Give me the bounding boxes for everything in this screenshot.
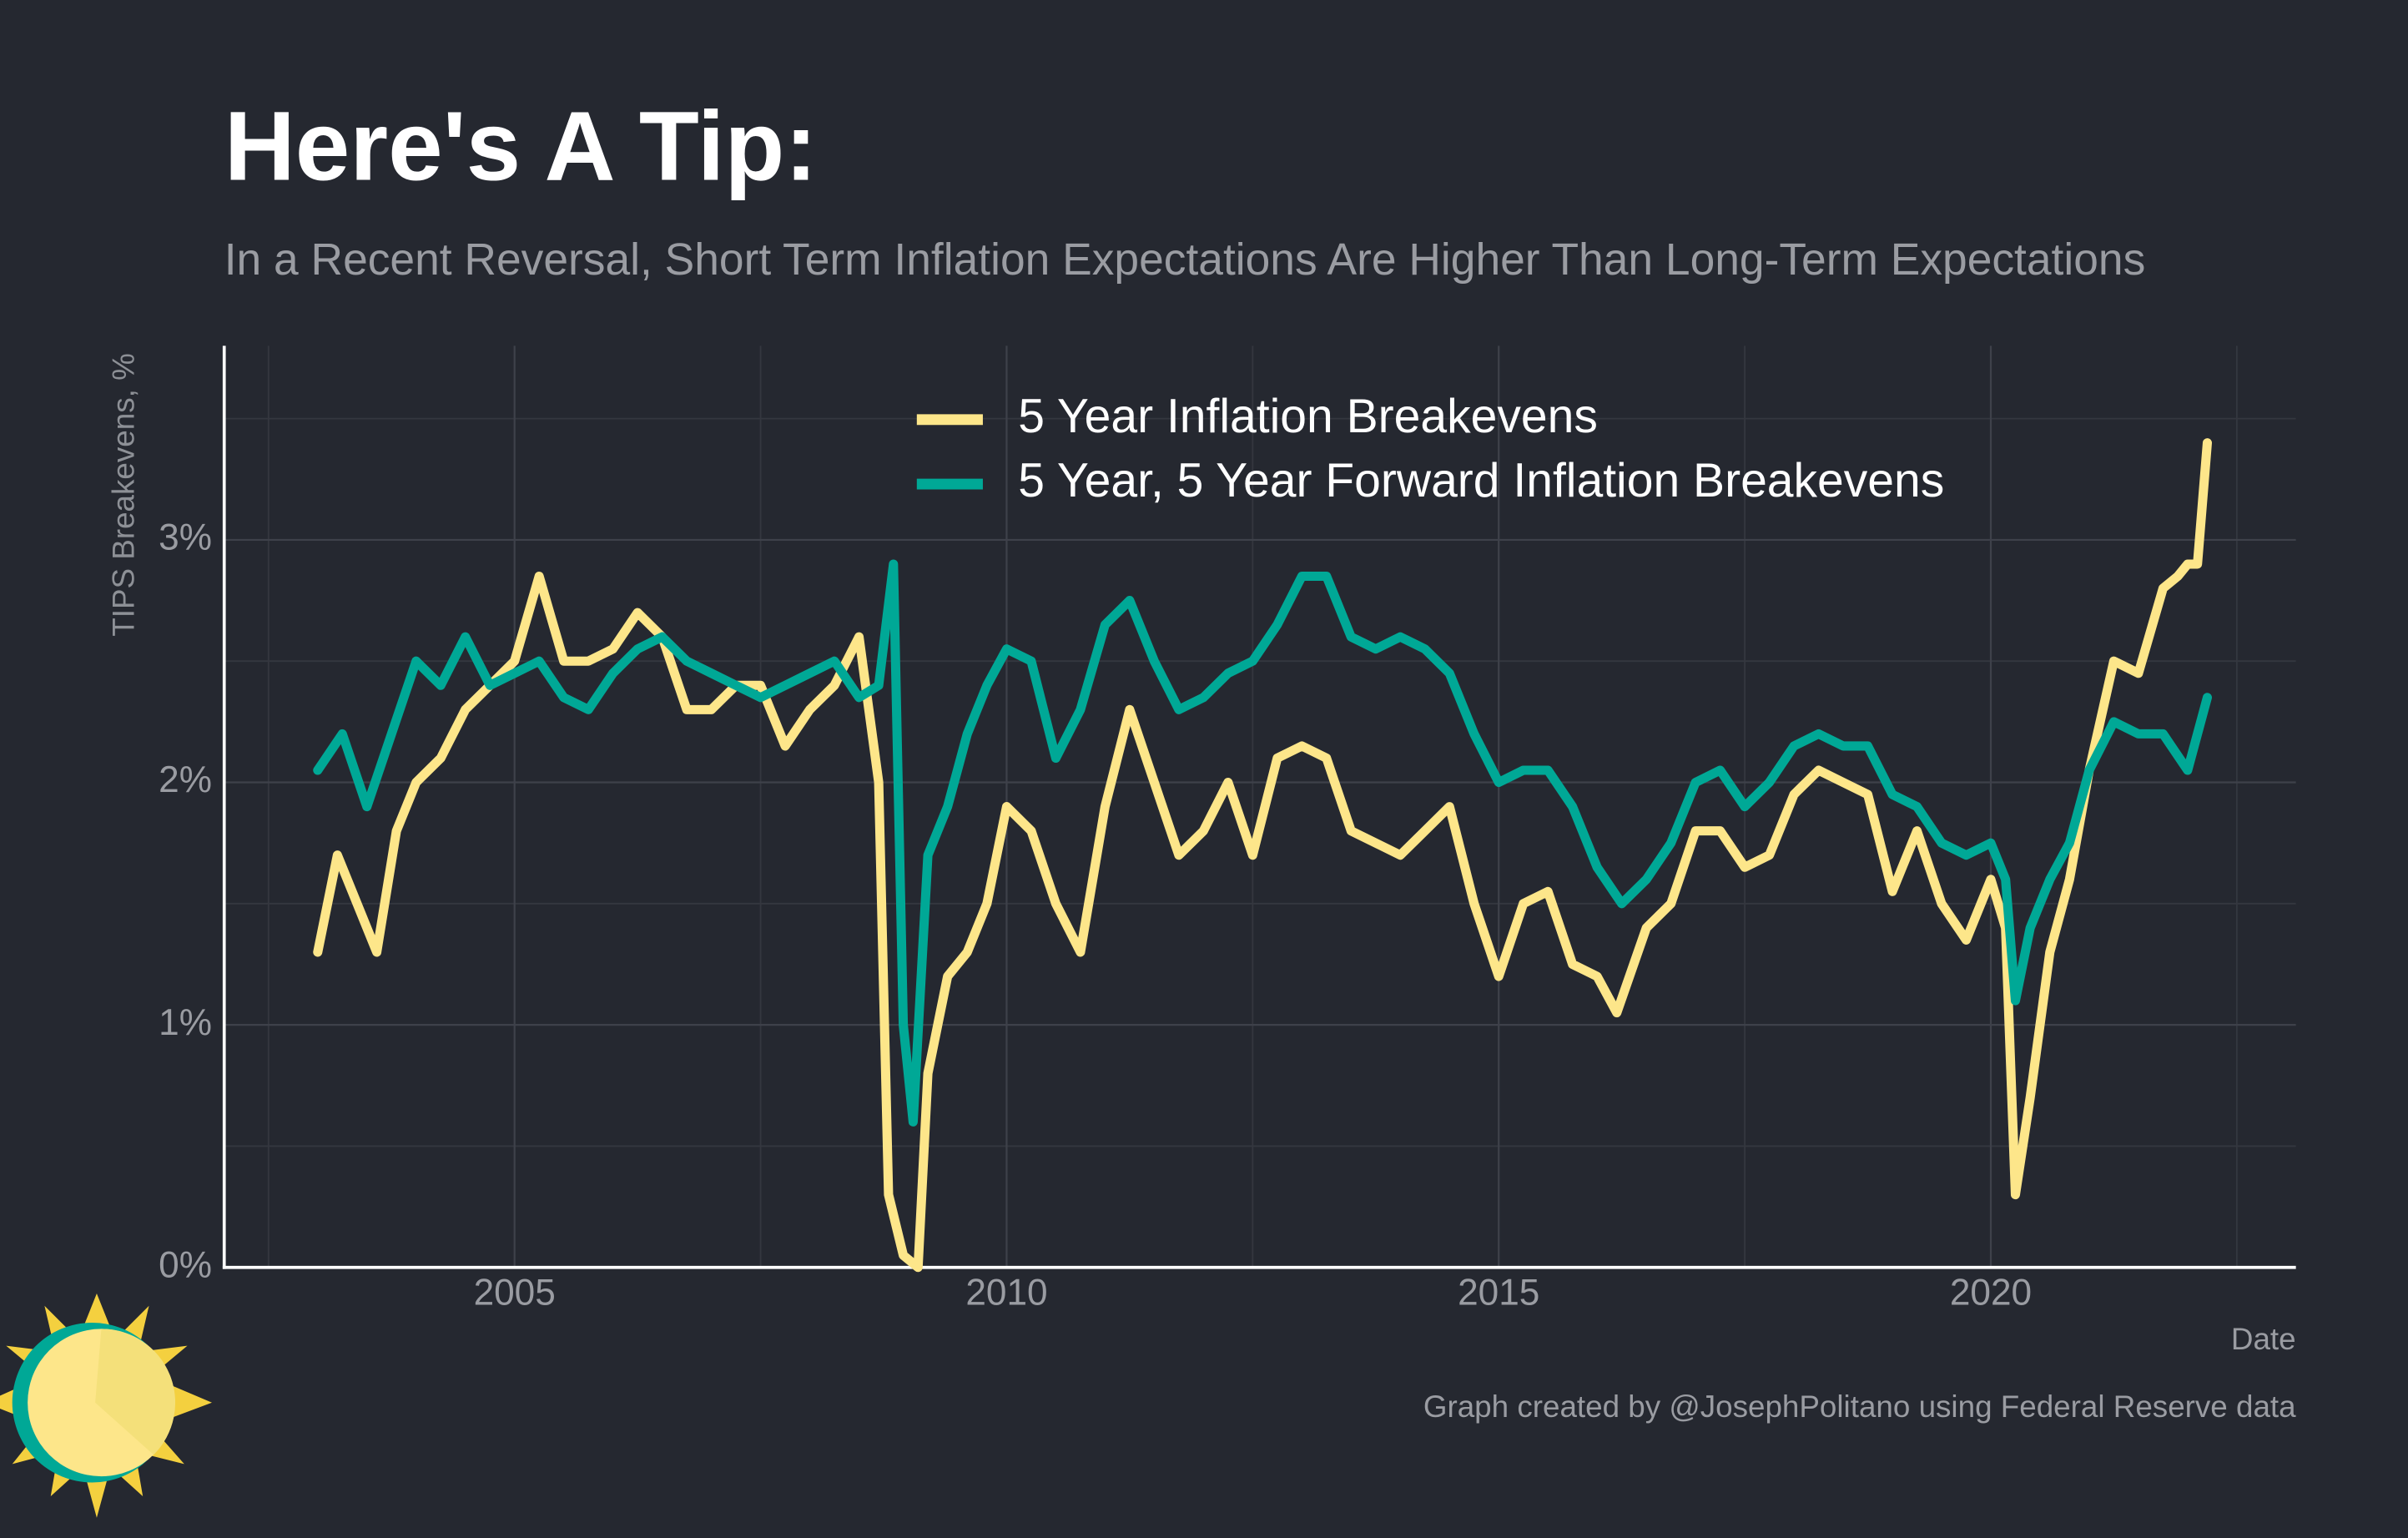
y-tick-label: 0% [159, 1244, 212, 1285]
legend-label: 5 Year Inflation Breakevens [1018, 390, 1598, 443]
x-axis-label: Date [2231, 1322, 2296, 1356]
y-tick-label: 2% [159, 759, 212, 800]
legend-label: 5 Year, 5 Year Forward Inflation Breakev… [1018, 454, 1944, 507]
logo [0, 1293, 212, 1518]
series-line [313, 438, 2212, 1273]
x-tick-label: 2010 [965, 1273, 1047, 1314]
series-line [313, 559, 2212, 1127]
chart-title: Here's A Tip: [224, 90, 818, 200]
x-tick-label: 2015 [1458, 1273, 1539, 1314]
y-tick-label: 1% [159, 1002, 212, 1043]
y-tick-label: 3% [159, 517, 212, 558]
caption: Graph created by @JosephPolitano using F… [1423, 1389, 2296, 1424]
x-tick-label: 2005 [474, 1273, 556, 1314]
x-tick-label: 2020 [1950, 1273, 2032, 1314]
logo-shade [95, 1329, 176, 1455]
chart-subtitle: In a Recent Reversal, Short Term Inflati… [224, 235, 2146, 285]
y-axis-label: TIPS Breakevens, % [107, 353, 141, 636]
